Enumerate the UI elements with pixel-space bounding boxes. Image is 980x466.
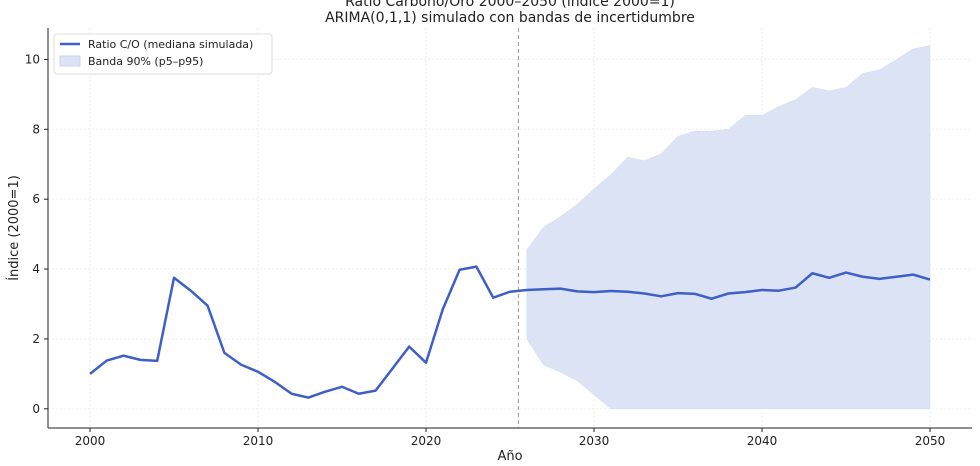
legend-label-band: Banda 90% (p5–p95) bbox=[88, 55, 203, 68]
x-axis-label: Año bbox=[497, 449, 522, 464]
x-tick-label: 2050 bbox=[915, 434, 946, 448]
x-ticks: 2000 2010 2020 2030 2040 2050 bbox=[75, 428, 946, 448]
legend-band-swatch bbox=[59, 55, 81, 67]
y-tick-label: 4 bbox=[32, 262, 40, 276]
y-tick-label: 6 bbox=[32, 192, 40, 206]
x-tick-label: 2020 bbox=[411, 434, 442, 448]
y-tick-label: 10 bbox=[25, 52, 40, 66]
x-tick-label: 2030 bbox=[579, 434, 610, 448]
chart-title: Ratio Carbono/Oro 2000–2050 (índice 2000… bbox=[345, 0, 675, 10]
legend-label-median: Ratio C/O (mediana simulada) bbox=[88, 38, 253, 51]
y-tick-label: 2 bbox=[32, 332, 40, 346]
y-tick-label: 0 bbox=[32, 402, 40, 416]
band-area bbox=[526, 45, 931, 410]
uncertainty-band bbox=[526, 45, 931, 410]
series-lines bbox=[89, 265, 931, 399]
x-tick-label: 2010 bbox=[243, 434, 274, 448]
y-ticks: 0 2 4 6 8 10 bbox=[25, 52, 48, 416]
legend-box bbox=[53, 33, 273, 75]
x-tick-label: 2040 bbox=[747, 434, 778, 448]
chart-subtitle: ARIMA(0,1,1) simulado con bandas de ince… bbox=[325, 10, 695, 26]
x-tick-label: 2000 bbox=[75, 434, 106, 448]
y-tick-label: 8 bbox=[32, 122, 40, 136]
y-axis-label: Índice (2000=1) bbox=[6, 175, 22, 281]
legend: Ratio C/O (mediana simulada) Banda 90% (… bbox=[53, 33, 273, 75]
axes bbox=[47, 28, 972, 429]
